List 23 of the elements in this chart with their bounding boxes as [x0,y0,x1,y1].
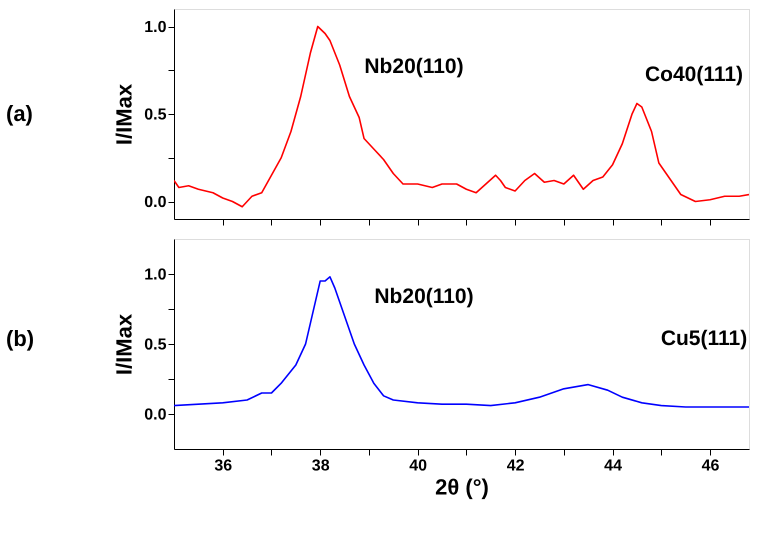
y-tick-label: 1.0 [144,19,167,36]
x-tick-label: 44 [604,458,622,474]
annotation: Nb20(110) [374,285,474,308]
y-tick-label: 0.5 [144,336,167,354]
y-tick-label: 1.0 [144,266,167,284]
x-axis-title: 2θ (°) [435,474,489,500]
x-tick-label: 38 [312,458,330,474]
y-axis-title: I/IMax [111,313,136,376]
annotation: Co40(111) [644,63,744,86]
x-tick-label: 40 [409,458,428,474]
line-series [174,276,749,408]
y-tick-label: 0.0 [144,194,167,211]
x-tick-label: 42 [506,458,525,474]
y-tick-label: 0.0 [144,406,167,424]
y-axis-title: I/IMax [111,83,136,146]
line-series [174,26,749,208]
annotation: Cu5(111) [660,327,748,350]
x-tick-label: 46 [702,458,720,474]
annotation: Nb20(110) [364,55,464,78]
y-tick-label: 0.5 [144,106,167,124]
x-tick-label: 36 [214,458,232,474]
text: (b) [6,326,34,351]
text: (a) [6,101,33,126]
